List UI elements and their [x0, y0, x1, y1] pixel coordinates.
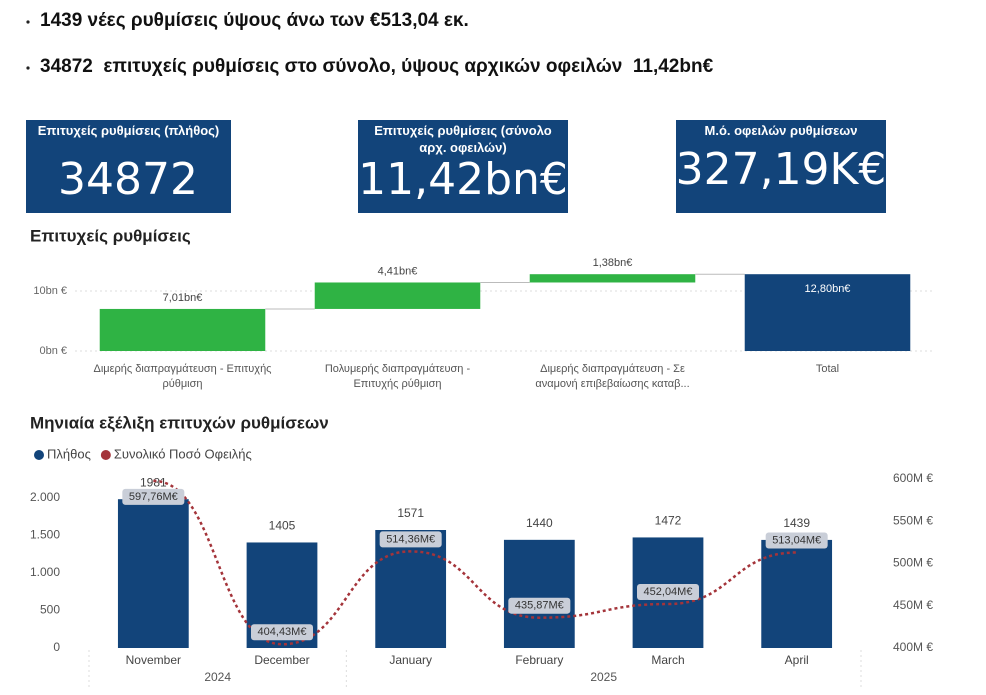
kpi-value: 34872 [58, 154, 198, 205]
kpi-value: 11,42bn€ [358, 154, 568, 205]
bullet-dot [26, 66, 30, 70]
value-label-box [637, 584, 699, 601]
kpi-label: Επιτυχείς ρυθμίσεις (πλήθος) [37, 123, 220, 138]
kpi-label: Επιτυχείς ρυθμίσεις (σύνολο αρχ. οφειλών… [374, 123, 552, 155]
x-tick-label: March [651, 653, 684, 667]
chart-title: Επιτυχείς ρυθμίσεις [30, 226, 191, 245]
x-tick-label: April [785, 653, 809, 667]
y2-tick-label: 400M € [893, 640, 933, 654]
value-label: 435,87M€ [515, 600, 564, 612]
x-tick-label: February [515, 653, 563, 667]
bar [314, 282, 481, 309]
line [153, 479, 797, 646]
x-tick-label: Total [815, 363, 840, 375]
y-tick-label: 0bn € [39, 345, 67, 357]
x-tick-label: December [254, 653, 309, 667]
y-tick-label: 2.000 [30, 490, 60, 504]
legend-marker [34, 450, 44, 460]
y-tick-label: 1.500 [30, 528, 60, 542]
y2-tick-label: 600M € [893, 471, 933, 485]
value-label-box [508, 597, 571, 614]
value-label-box [122, 488, 185, 505]
legend-label: Πλήθος [47, 446, 91, 461]
value-label: 513,04M€ [772, 534, 821, 546]
bullet-text: 34872 επιτυχείς ρυθμίσεις στο σύνολο, ύψ… [40, 56, 714, 77]
x-tick-label: Διμερής διαπραγμάτευση - Σε αναμονή επιβ… [535, 363, 690, 390]
kpi-card [358, 120, 568, 213]
x-tick-label: Διμερής διαπραγμάτευση - Επιτυχής ρύθμισ… [93, 363, 272, 390]
bar [375, 530, 447, 648]
y2-tick-label: 450M € [893, 598, 933, 612]
value-label: 404,43M€ [258, 626, 307, 638]
y-tick-label: 1.000 [30, 565, 60, 579]
value-label: 452,04M€ [644, 586, 693, 598]
value-label: 1440 [526, 516, 553, 530]
x-group-label: 2025 [590, 670, 617, 684]
value-label-box [379, 531, 442, 548]
y-tick-label: 0 [53, 640, 60, 654]
bullet-text: 1439 νέες ρυθμίσεις ύψους άνω των €513,0… [40, 10, 469, 31]
bar [99, 308, 266, 351]
kpi-label: Μ.ό. οφειλών ρυθμίσεων [704, 123, 858, 138]
value-label-box [251, 624, 313, 641]
bar [117, 499, 189, 648]
y2-tick-label: 550M € [893, 513, 933, 527]
value-label: 1571 [397, 506, 424, 520]
kpi-label-box: Επιτυχείς ρυθμίσεις (πλήθος) [37, 123, 220, 138]
kpi-card [676, 120, 886, 213]
y-tick-label: 10bn € [33, 285, 67, 297]
kpi-label-box: Μ.ό. οφειλών ρυθμίσεων [704, 123, 858, 138]
bar [503, 539, 575, 648]
kpi-label-box: Επιτυχείς ρυθμίσεις (σύνολο αρχ. οφειλών… [374, 123, 552, 155]
value-label: 1405 [269, 519, 296, 533]
bar [529, 274, 696, 283]
x-group-label: 2024 [204, 670, 231, 684]
value-label: 4,41bn€ [378, 265, 418, 277]
x-tick-label-box: Πολυμερής διαπραγμάτευση - Επιτυχής ρύθμ… [324, 363, 471, 390]
value-label: 1981 [140, 475, 167, 489]
bar [744, 274, 911, 351]
value-label: 597,76M€ [129, 491, 178, 503]
value-label: 12,80bn€ [805, 283, 851, 295]
kpi-card [26, 120, 231, 213]
chart-title: Μηνιαία εξέλιξη επιτυχών ρυθμίσεων [30, 413, 329, 432]
y-tick-label: 500 [40, 603, 60, 617]
value-label-box [765, 532, 828, 549]
value-label: 1,38bn€ [593, 257, 633, 269]
bar [761, 539, 833, 648]
value-label: 7,01bn€ [163, 292, 203, 304]
legend-marker [100, 450, 111, 460]
x-tick-label-box: Διμερής διαπραγμάτευση - Σε αναμονή επιβ… [535, 363, 690, 390]
kpi-value: 327,19K€ [676, 144, 887, 195]
bullet-dot [26, 20, 30, 24]
legend-label: Συνολικό Ποσό Οφειλής [114, 446, 252, 461]
value-label: 1439 [783, 516, 810, 530]
x-tick-label: November [126, 653, 181, 667]
y2-tick-label: 500M € [893, 556, 933, 570]
x-tick-label-box: Total [815, 363, 840, 375]
x-tick-label: Πολυμερής διαπραγμάτευση - Επιτυχής ρύθμ… [324, 363, 471, 390]
x-tick-label: January [389, 653, 432, 667]
value-label: 514,36M€ [386, 533, 435, 545]
x-tick-label-box: Διμερής διαπραγμάτευση - Επιτυχής ρύθμισ… [93, 363, 272, 390]
value-label: 1472 [655, 514, 682, 528]
